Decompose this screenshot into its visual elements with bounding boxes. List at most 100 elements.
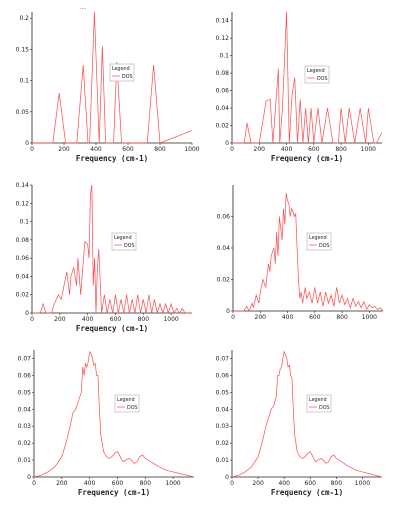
- y-tick-label: 0.05: [216, 389, 230, 396]
- dos-chart-2: 0 200 400 600 800 1000 0 0.02 0.04 0.06 0.08 0.1 0.1…: [216, 11, 383, 163]
- x-tick-label: 400: [278, 480, 290, 487]
- x-tick-label: 200: [255, 314, 267, 321]
- x-tick-label: 200: [252, 480, 264, 487]
- dos-chart-4: 0 200 400 600 800 1000 0 0.02 0.04 0.06 Legend DOS: [217, 185, 384, 321]
- series-line-dos: [231, 350, 383, 478]
- legend-entry-dos: DOS: [127, 405, 138, 411]
- x-tick-label: 1000: [361, 146, 376, 153]
- legend-title: Legend: [112, 66, 130, 72]
- legend-title: Legend: [309, 235, 327, 241]
- x-tick-label: 400: [90, 146, 102, 153]
- y-tick-label: 0.2: [19, 15, 29, 22]
- y-tick-label: 0.1: [19, 78, 29, 85]
- y-tick-label: 0.04: [216, 105, 230, 112]
- series-line-dos: [232, 11, 383, 144]
- legend-title: Legend: [114, 235, 132, 241]
- x-tick-label: 400: [82, 316, 94, 323]
- legend-entry-dos: DOS: [319, 405, 330, 411]
- chart-title: ....: [80, 5, 87, 11]
- x-tick-label: 1000: [184, 146, 199, 153]
- legend-box: [114, 394, 140, 413]
- y-tick-label: 0.06: [217, 214, 231, 221]
- y-tick-label: 0.01: [18, 457, 32, 464]
- x-tick-label: 200: [54, 316, 66, 323]
- y-tick-label: 0.02: [216, 440, 230, 447]
- y-tick-label: 0.08: [16, 237, 30, 244]
- legend-title: Legend: [117, 397, 135, 403]
- x-tick-label: 800: [336, 314, 348, 321]
- y-tick-label: 0.14: [216, 18, 230, 25]
- legend-entry-dos: DOS: [317, 76, 328, 82]
- legend-box: [109, 63, 135, 82]
- legend: Legend DOS: [304, 65, 330, 84]
- x-tick-label: 1000: [362, 314, 377, 321]
- y-tick-label: 0.07: [216, 355, 230, 362]
- legend: Legend DOS: [111, 232, 137, 251]
- y-tick-label: 0: [25, 140, 29, 147]
- legend-box: [306, 394, 332, 413]
- x-axis-label: Frequency (cm-1): [78, 488, 150, 497]
- y-tick-label: 0.02: [217, 277, 231, 284]
- y-tick-label: 0.04: [18, 406, 32, 413]
- x-axis-label: Frequency (cm-1): [271, 154, 343, 163]
- x-tick-label: 1000: [355, 480, 370, 487]
- x-tick-label: 0: [32, 480, 36, 487]
- x-tick-label: 800: [335, 146, 347, 153]
- legend: Legend DOS: [306, 232, 332, 251]
- series-line-dos: [233, 192, 384, 312]
- y-tick-label: 0.1: [19, 219, 29, 226]
- x-tick-label: 0: [230, 146, 234, 153]
- x-tick-label: 200: [58, 146, 70, 153]
- y-tick-label: 0.03: [216, 423, 230, 430]
- legend: Legend DOS: [109, 63, 135, 82]
- x-axis-label: Frequency (cm-1): [271, 488, 343, 497]
- y-tick-label: 0.06: [16, 255, 30, 262]
- x-tick-label: 600: [309, 314, 321, 321]
- y-tick-label: 0.1: [219, 53, 229, 60]
- x-tick-label: 200: [254, 146, 266, 153]
- y-tick-label: 0.01: [216, 457, 230, 464]
- legend: Legend DOS: [306, 394, 332, 413]
- x-tick-label: 0: [30, 316, 34, 323]
- x-tick-label: 600: [308, 146, 320, 153]
- x-tick-label: 600: [305, 480, 317, 487]
- series-line-dos: [32, 11, 193, 144]
- x-tick-label: 600: [122, 146, 134, 153]
- x-tick-label: 800: [154, 146, 166, 153]
- legend-title: Legend: [309, 397, 327, 403]
- y-tick-label: 0.12: [16, 200, 30, 207]
- x-tick-label: 200: [56, 480, 68, 487]
- legend-box: [304, 65, 330, 84]
- x-tick-label: 600: [112, 480, 124, 487]
- legend-box: [306, 232, 332, 251]
- legend-entry-dos: DOS: [124, 243, 135, 249]
- y-tick-label: 0: [225, 140, 229, 147]
- x-tick-label: 1000: [163, 316, 178, 323]
- y-tick-label: 0.05: [16, 109, 30, 116]
- dos-chart-5: 0 200 400 600 800 1000 0 0.01 0.02 0.03 0.04 0.05 0.…: [18, 350, 195, 497]
- legend-entry-dos: DOS: [319, 243, 330, 249]
- y-tick-label: 0.05: [18, 389, 32, 396]
- x-tick-label: 800: [140, 480, 152, 487]
- y-tick-label: 0.02: [216, 123, 230, 130]
- legend-box: [111, 232, 137, 251]
- x-tick-label: 1000: [165, 480, 180, 487]
- dos-chart-1: .... 0 200 400 600 800 1000 0 0.05 0.1 0.15 0.2 Freq…: [16, 5, 200, 163]
- y-tick-label: 0.12: [216, 35, 230, 42]
- y-tick-label: 0.06: [18, 372, 32, 379]
- y-tick-label: 0.03: [18, 423, 32, 430]
- legend-title: Legend: [307, 68, 325, 74]
- y-tick-label: 0.06: [216, 88, 230, 95]
- series-line-dos: [32, 184, 192, 315]
- y-tick-label: 0.04: [16, 273, 30, 280]
- y-tick-label: 0: [225, 474, 229, 481]
- series-line-dos: [33, 350, 195, 478]
- y-tick-label: 0: [226, 308, 230, 315]
- x-tick-label: 0: [230, 480, 234, 487]
- x-tick-label: 800: [331, 480, 343, 487]
- x-tick-label: 600: [110, 316, 122, 323]
- y-tick-label: 0.06: [216, 372, 230, 379]
- y-tick-label: 0.04: [216, 406, 230, 413]
- legend-entry-dos: DOS: [122, 74, 133, 80]
